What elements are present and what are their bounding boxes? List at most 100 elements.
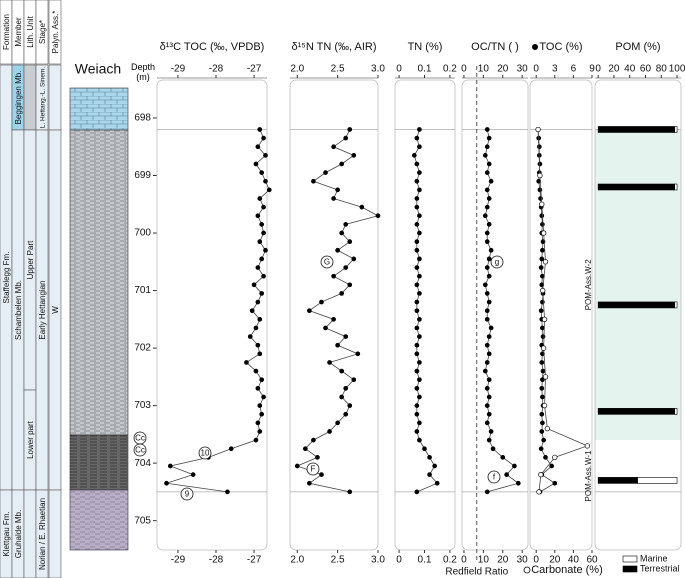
annotation-circle (320, 255, 334, 269)
legend-label: Marine (640, 553, 668, 563)
data-point (538, 196, 543, 201)
data-point (307, 308, 312, 314)
data-point (488, 429, 494, 434)
depth-label-box: Depth (m) (131, 62, 155, 82)
x-tick-label: 0.2 (443, 64, 457, 75)
annotation: F (311, 465, 316, 474)
x-tick-label: 6 (571, 64, 577, 75)
strat-label: Norian / E. Rhaetian (38, 498, 47, 570)
data-point (347, 403, 353, 408)
data-point (484, 420, 490, 426)
data-point (484, 170, 490, 175)
strat-cell (35, 489, 49, 578)
data-point (347, 282, 353, 288)
strat-label: Klettgau Fm. (2, 511, 11, 556)
annotation: g (495, 258, 499, 267)
data-point (190, 472, 196, 477)
strat-label: Gruhalde Mb. (14, 510, 23, 558)
data-point (488, 325, 494, 331)
data-point (331, 316, 336, 322)
panel-title: OC/TN ( ) (471, 41, 519, 53)
assemblage-label: POM-Ass.W-2 (584, 259, 593, 311)
strat-label: Schambelen Mb. (14, 280, 23, 340)
data-point (414, 204, 420, 210)
data-point (538, 265, 544, 270)
x-tick-label: 3.0 (371, 64, 385, 75)
x-tick-label: -29 (171, 555, 186, 566)
data-point (255, 265, 261, 270)
x-tick-label: 2.0 (290, 555, 304, 566)
y-tick-label: 699 (134, 170, 151, 181)
x2-tick-label: 20 (549, 555, 561, 566)
data-point (422, 446, 427, 452)
data-point (253, 368, 259, 374)
data-point (263, 178, 268, 184)
annotation-circle (490, 255, 504, 269)
data-point (339, 230, 345, 236)
data-point (417, 256, 422, 262)
data-point (540, 345, 547, 351)
data-point (540, 325, 545, 331)
data-point (542, 374, 549, 380)
header-cell (35, 0, 49, 65)
x-tick-label: 3.0 (371, 555, 385, 566)
strat-label: Upper Part (26, 240, 35, 279)
x-tick-label: 0 (461, 555, 467, 566)
annotation: Cc (135, 434, 145, 443)
data-point (253, 437, 259, 443)
data-point (255, 144, 261, 150)
data-point (414, 403, 420, 408)
data-point (414, 196, 420, 201)
data-point (482, 213, 488, 219)
data-point (257, 351, 263, 357)
data-point (552, 480, 558, 486)
lithology-dark-shale (69, 434, 129, 491)
data-point (417, 230, 422, 236)
x-tick-label: -28 (209, 555, 224, 566)
x-tick-label: 60 (640, 64, 652, 75)
data-point (414, 239, 420, 245)
data-point (259, 377, 265, 383)
data-point (255, 420, 261, 426)
data-point (490, 446, 496, 452)
header-cell (48, 0, 62, 65)
column-header: Member (14, 17, 23, 47)
x-tick-label: 0 (461, 64, 467, 75)
data-point (255, 385, 261, 391)
pom-bar (597, 126, 675, 133)
data-point (482, 282, 488, 288)
annotation: G (324, 258, 330, 267)
data-point (543, 455, 548, 460)
data-point (327, 429, 332, 434)
data-point (540, 230, 547, 236)
data-point (484, 489, 490, 495)
data-point (484, 316, 490, 322)
panel-frame (394, 79, 456, 551)
site-name: Weiach (75, 61, 121, 77)
data-point (343, 385, 349, 391)
x-tick-label: 40 (624, 64, 636, 75)
data-point (319, 299, 324, 305)
data-point (417, 144, 422, 150)
data-point (512, 463, 517, 469)
data-point (540, 287, 546, 294)
data-point (347, 489, 353, 495)
data-point (414, 265, 420, 270)
data-point (584, 443, 591, 449)
data-point (259, 291, 265, 296)
data-point (414, 411, 420, 417)
annotation-circle (198, 446, 212, 460)
data-point (486, 222, 492, 227)
x2-tick-label: 60 (586, 555, 598, 566)
strat-cell (48, 64, 62, 131)
data-point (323, 170, 328, 175)
data-point (259, 222, 265, 227)
legend-label: Terrestrial (640, 563, 680, 573)
x-tick-label: -27 (247, 555, 262, 566)
data-point (311, 437, 316, 443)
data-point (484, 291, 490, 296)
data-point (539, 256, 545, 262)
data-point (319, 472, 324, 477)
panel-frame (529, 79, 593, 551)
pom-bar (597, 183, 675, 191)
